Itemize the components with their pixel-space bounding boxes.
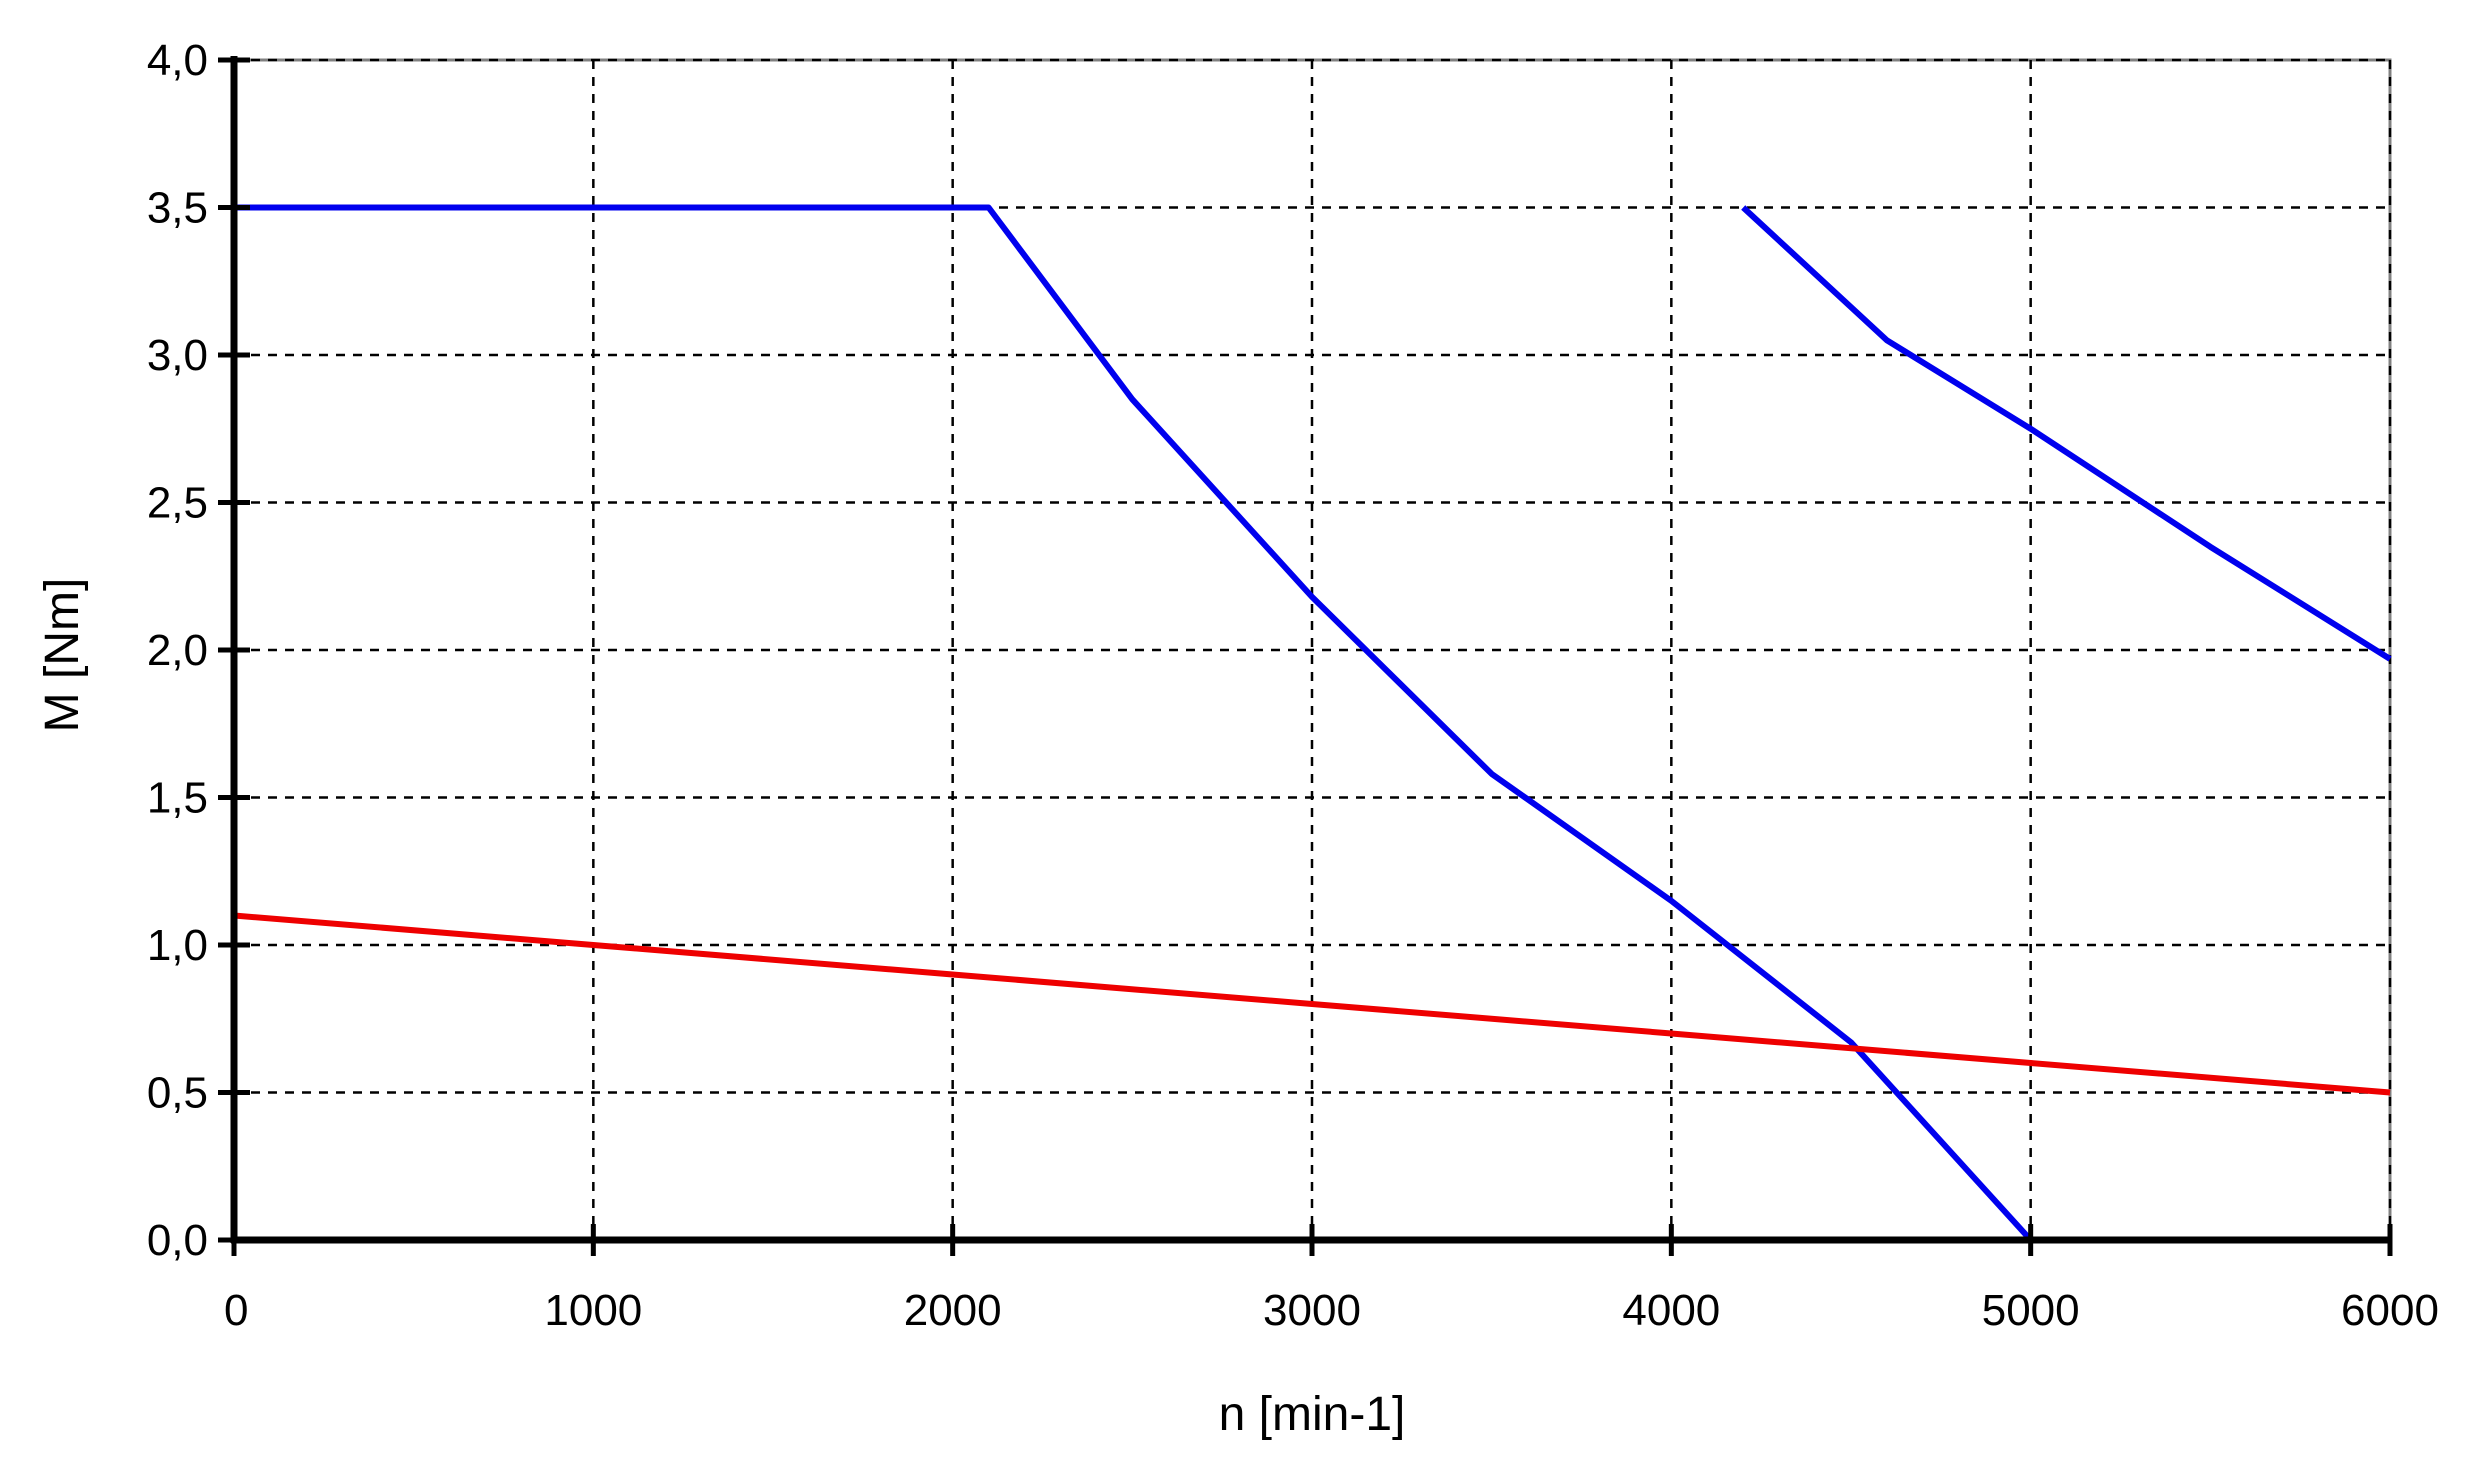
y-tick-label: 1,5 (147, 774, 208, 823)
series-line-3 (233, 912, 2391, 1096)
y-axis-title: M [Nm] (36, 578, 89, 733)
x-tick-label: 1000 (544, 1286, 642, 1335)
x-tick-label: 6000 (2341, 1286, 2439, 1335)
y-tick-label: 0,0 (147, 1216, 208, 1265)
x-tick-label: 3000 (1263, 1286, 1361, 1335)
x-tick-label: 5000 (1982, 1286, 2080, 1335)
y-tick-label: 4,0 (147, 36, 208, 85)
series-line-2 (1741, 205, 2392, 662)
y-tick-label: 2,0 (147, 626, 208, 675)
x-tick-label: 2000 (904, 1286, 1002, 1335)
y-tick-label: 3,5 (147, 184, 208, 233)
y-tick-label: 3,0 (147, 331, 208, 380)
y-tick-label: 1,0 (147, 921, 208, 970)
y-tick-label: 2,5 (147, 479, 208, 528)
y-tick-label: 0,5 (147, 1069, 208, 1118)
x-tick-label: 4000 (1622, 1286, 1720, 1335)
series-line-1 (234, 204, 2033, 1243)
x-axis-title: n [min-1] (1219, 1388, 1406, 1441)
x-tick-label: 0 (224, 1286, 248, 1335)
